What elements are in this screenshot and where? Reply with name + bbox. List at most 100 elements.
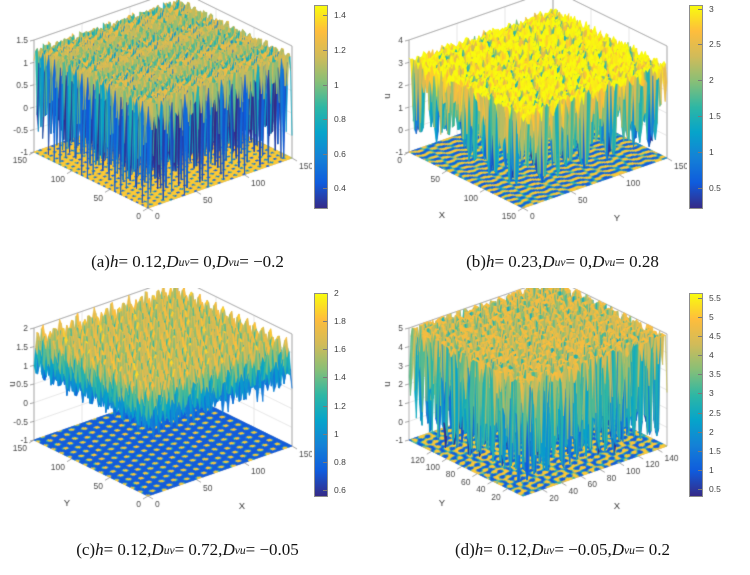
colorbar-tick-mark (323, 84, 327, 86)
caption-segment: = 0.72, (174, 540, 223, 559)
caption-segment: (c) (76, 540, 96, 559)
caption-segment: = 0, (565, 252, 593, 271)
colorbar-tick-mark (323, 377, 327, 379)
colorbar-tick-label: 4.5 (709, 330, 721, 341)
colorbar-tick-label: 1.2 (334, 44, 346, 55)
caption-segment: (d) (454, 540, 475, 559)
colorbar-tick-mark (698, 355, 702, 357)
colorbar-tick-mark (323, 433, 327, 435)
colorbar-tick-label: 5 (709, 311, 714, 322)
caption-segment: = 0.23, (494, 252, 543, 271)
colorbar-tick-label: 1 (709, 146, 714, 157)
colorbar-tick-label: 0.5 (709, 484, 721, 495)
caption-segment: (b) (466, 252, 486, 271)
colorbar-tick-label: 3 (709, 3, 714, 14)
colorbar-tick-mark (698, 151, 702, 153)
colorbar-tick-mark (698, 187, 702, 189)
colorbar-tick-mark (323, 349, 327, 351)
colorbar-tick-mark (323, 293, 327, 294)
caption-segment: uv (554, 255, 566, 269)
colorbar-tick-label: 2 (709, 75, 714, 86)
colorbar-tick-mark (323, 461, 327, 463)
colorbar-tick-label: 1 (334, 79, 339, 90)
colorbar-d: 5.5 5 4.5 4 3.5 3 2.5 2 1.5 1 0.5 (687, 288, 747, 528)
caption-segment: = −0.05, (554, 540, 612, 559)
colorbar-tick-label: 1 (334, 428, 339, 439)
caption-segment: uv (163, 543, 175, 557)
surface-plot-b (375, 0, 687, 240)
plot-area-a: 1.4 1.2 1 0.8 0.6 0.4 (0, 0, 375, 240)
colorbar-gradient (314, 293, 328, 497)
colorbar-c: 2 1.8 1.6 1.4 1.2 1 0.8 0.6 (312, 288, 372, 528)
surface-plot-d (375, 288, 687, 528)
caption-segment: D (542, 252, 555, 271)
surface-plot-c (0, 288, 312, 528)
colorbar-tick-label: 0.6 (334, 484, 346, 495)
caption-segment: = 0.12, (483, 540, 532, 559)
colorbar-tick-label: 0.5 (709, 182, 721, 193)
colorbar-tick-mark (698, 297, 702, 299)
colorbar-tick-label: 2 (334, 288, 339, 298)
colorbar-tick-mark (698, 80, 702, 82)
caption-segment: D (151, 540, 164, 559)
caption-segment: D (531, 540, 544, 559)
caption-segment: = −0.2 (239, 252, 284, 271)
caption-segment: = −0.05 (245, 540, 299, 559)
caption-segment: uv (543, 543, 555, 557)
colorbar-tick-mark (323, 405, 327, 407)
colorbar-tick-mark (323, 49, 327, 51)
colorbar-tick-mark (698, 335, 702, 337)
colorbar-tick-label: 0.8 (334, 114, 346, 125)
colorbar-tick-label: 0.6 (334, 148, 346, 159)
caption-segment: (a) (91, 252, 110, 271)
colorbar-tick-label: 1.6 (334, 344, 346, 355)
colorbar-tick-label: 2.5 (709, 39, 721, 50)
colorbar-tick-label: 1.8 (334, 316, 346, 327)
caption-segment: = 0.2 (634, 540, 671, 559)
colorbar-tick-mark (323, 153, 327, 155)
colorbar-tick-label: 1 (709, 465, 714, 476)
caption-segment: vu (234, 543, 246, 557)
colorbar-tick-mark (698, 44, 702, 46)
colorbar-tick-label: 1.5 (709, 445, 721, 456)
colorbar-gradient (314, 5, 328, 209)
colorbar-tick-label: 0.4 (334, 183, 346, 194)
colorbar-tick-mark (323, 489, 327, 491)
colorbar-tick-mark (698, 489, 702, 491)
colorbar-tick-mark (698, 431, 702, 433)
colorbar-tick-mark (323, 15, 327, 17)
caption-segment: vu (624, 543, 635, 557)
colorbar-tick-label: 3.5 (709, 369, 721, 380)
colorbar-tick-label: 1.4 (334, 10, 346, 21)
colorbar-tick-mark (698, 316, 702, 318)
caption-segment: D (222, 540, 235, 559)
colorbar-tick-label: 1.5 (709, 110, 721, 121)
caption-segment: vu (604, 255, 616, 269)
colorbar-a: 1.4 1.2 1 0.8 0.6 0.4 (312, 0, 372, 240)
caption-segment: h (474, 540, 484, 559)
plot-area-d: 5.5 5 4.5 4 3.5 3 2.5 2 1.5 1 0.5 (375, 288, 750, 528)
colorbar-tick-mark (698, 393, 702, 395)
colorbar-tick-label: 2 (709, 426, 714, 437)
colorbar-tick-label: 2.5 (709, 407, 721, 418)
caption-segment: = 0.12, (103, 540, 152, 559)
colorbar-tick-mark (698, 374, 702, 376)
colorbar-tick-mark (698, 8, 702, 10)
surface-plot-a (0, 0, 312, 240)
caption-segment: = 0.12, (118, 252, 167, 271)
plot-area-c: 2 1.8 1.6 1.4 1.2 1 0.8 0.6 (0, 288, 375, 528)
colorbar-tick-label: 5.5 (709, 292, 721, 303)
colorbar-gradient (689, 5, 703, 209)
caption-segment: h (485, 252, 495, 271)
caption-segment: uv (178, 255, 190, 269)
colorbar-tick-label: 0.8 (334, 456, 346, 467)
